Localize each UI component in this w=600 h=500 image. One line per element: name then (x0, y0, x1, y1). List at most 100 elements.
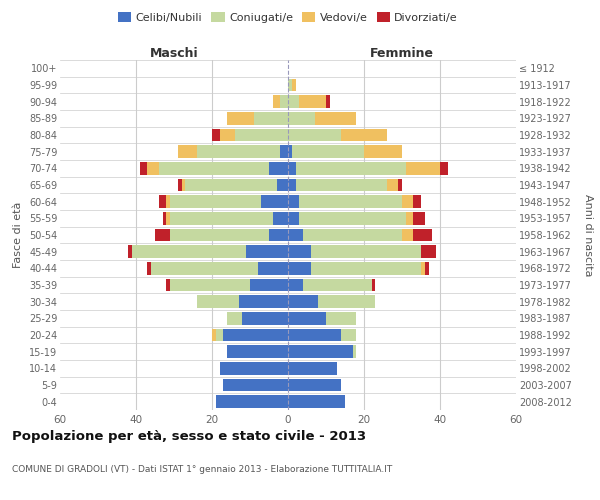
Bar (182, 179, 185, 191)
Bar (421, 262, 425, 274)
Bar (288, 262, 311, 274)
Bar (288, 128, 341, 141)
Bar (326, 96, 330, 108)
Bar (288, 79, 292, 92)
Bar (398, 179, 402, 191)
Bar (314, 112, 356, 124)
Bar (413, 212, 425, 224)
Bar (440, 162, 448, 174)
Bar (242, 312, 288, 324)
Y-axis label: Fasce di età: Fasce di età (13, 202, 23, 268)
Bar (303, 229, 402, 241)
Bar (216, 396, 288, 408)
Bar (364, 146, 402, 158)
Bar (151, 262, 257, 274)
Bar (280, 146, 288, 158)
Bar (166, 196, 170, 208)
Bar (166, 279, 170, 291)
Bar (277, 179, 288, 191)
Bar (402, 196, 413, 208)
Bar (132, 246, 246, 258)
Bar (288, 396, 345, 408)
Bar (311, 262, 421, 274)
Bar (212, 329, 216, 341)
Bar (178, 146, 197, 158)
Bar (166, 212, 170, 224)
Bar (148, 162, 159, 174)
Bar (288, 346, 353, 358)
Bar (288, 312, 326, 324)
Bar (239, 296, 288, 308)
Bar (148, 262, 151, 274)
Bar (170, 279, 250, 291)
Bar (197, 296, 239, 308)
Bar (246, 246, 288, 258)
Bar (170, 196, 262, 208)
Bar (163, 212, 166, 224)
Bar (425, 262, 428, 274)
Bar (406, 162, 440, 174)
Bar (288, 112, 314, 124)
Bar (257, 262, 288, 274)
Bar (250, 279, 288, 291)
Bar (227, 112, 254, 124)
Bar (227, 312, 242, 324)
Bar (288, 279, 303, 291)
Bar (178, 179, 182, 191)
Bar (159, 162, 269, 174)
Bar (140, 162, 148, 174)
Bar (288, 246, 311, 258)
Bar (288, 96, 299, 108)
Bar (311, 246, 421, 258)
Bar (288, 229, 303, 241)
Bar (353, 346, 356, 358)
Bar (421, 246, 436, 258)
Bar (170, 212, 273, 224)
Bar (197, 146, 280, 158)
Bar (326, 312, 356, 324)
Text: Femmine: Femmine (370, 47, 434, 60)
Bar (155, 229, 170, 241)
Bar (170, 229, 269, 241)
Bar (223, 329, 288, 341)
Bar (288, 329, 341, 341)
Bar (269, 162, 288, 174)
Bar (406, 212, 413, 224)
Bar (185, 179, 277, 191)
Bar (262, 196, 288, 208)
Bar (371, 279, 376, 291)
Bar (288, 379, 341, 391)
Bar (299, 212, 406, 224)
Bar (269, 229, 288, 241)
Bar (288, 362, 337, 374)
Bar (413, 229, 433, 241)
Bar (159, 196, 166, 208)
Legend: Celibi/Nubili, Coniugati/e, Vedovi/e, Divorziati/e: Celibi/Nubili, Coniugati/e, Vedovi/e, Di… (113, 8, 463, 28)
Bar (413, 196, 421, 208)
Bar (288, 179, 296, 191)
Bar (273, 212, 288, 224)
Bar (299, 196, 402, 208)
Bar (273, 96, 280, 108)
Bar (387, 179, 398, 191)
Bar (299, 96, 326, 108)
Bar (280, 96, 288, 108)
Bar (235, 128, 288, 141)
Bar (292, 79, 296, 92)
Bar (288, 146, 292, 158)
Bar (341, 329, 356, 341)
Bar (216, 329, 223, 341)
Bar (288, 162, 296, 174)
Text: Popolazione per età, sesso e stato civile - 2013: Popolazione per età, sesso e stato civil… (12, 430, 366, 443)
Bar (220, 362, 288, 374)
Bar (296, 179, 387, 191)
Text: COMUNE DI GRADOLI (VT) - Dati ISTAT 1° gennaio 2013 - Elaborazione TUTTITALIA.IT: COMUNE DI GRADOLI (VT) - Dati ISTAT 1° g… (12, 465, 392, 474)
Bar (292, 146, 364, 158)
Bar (212, 128, 220, 141)
Bar (227, 346, 288, 358)
Bar (288, 212, 299, 224)
Y-axis label: Anni di nascita: Anni di nascita (583, 194, 593, 276)
Bar (296, 162, 406, 174)
Bar (254, 112, 288, 124)
Bar (223, 379, 288, 391)
